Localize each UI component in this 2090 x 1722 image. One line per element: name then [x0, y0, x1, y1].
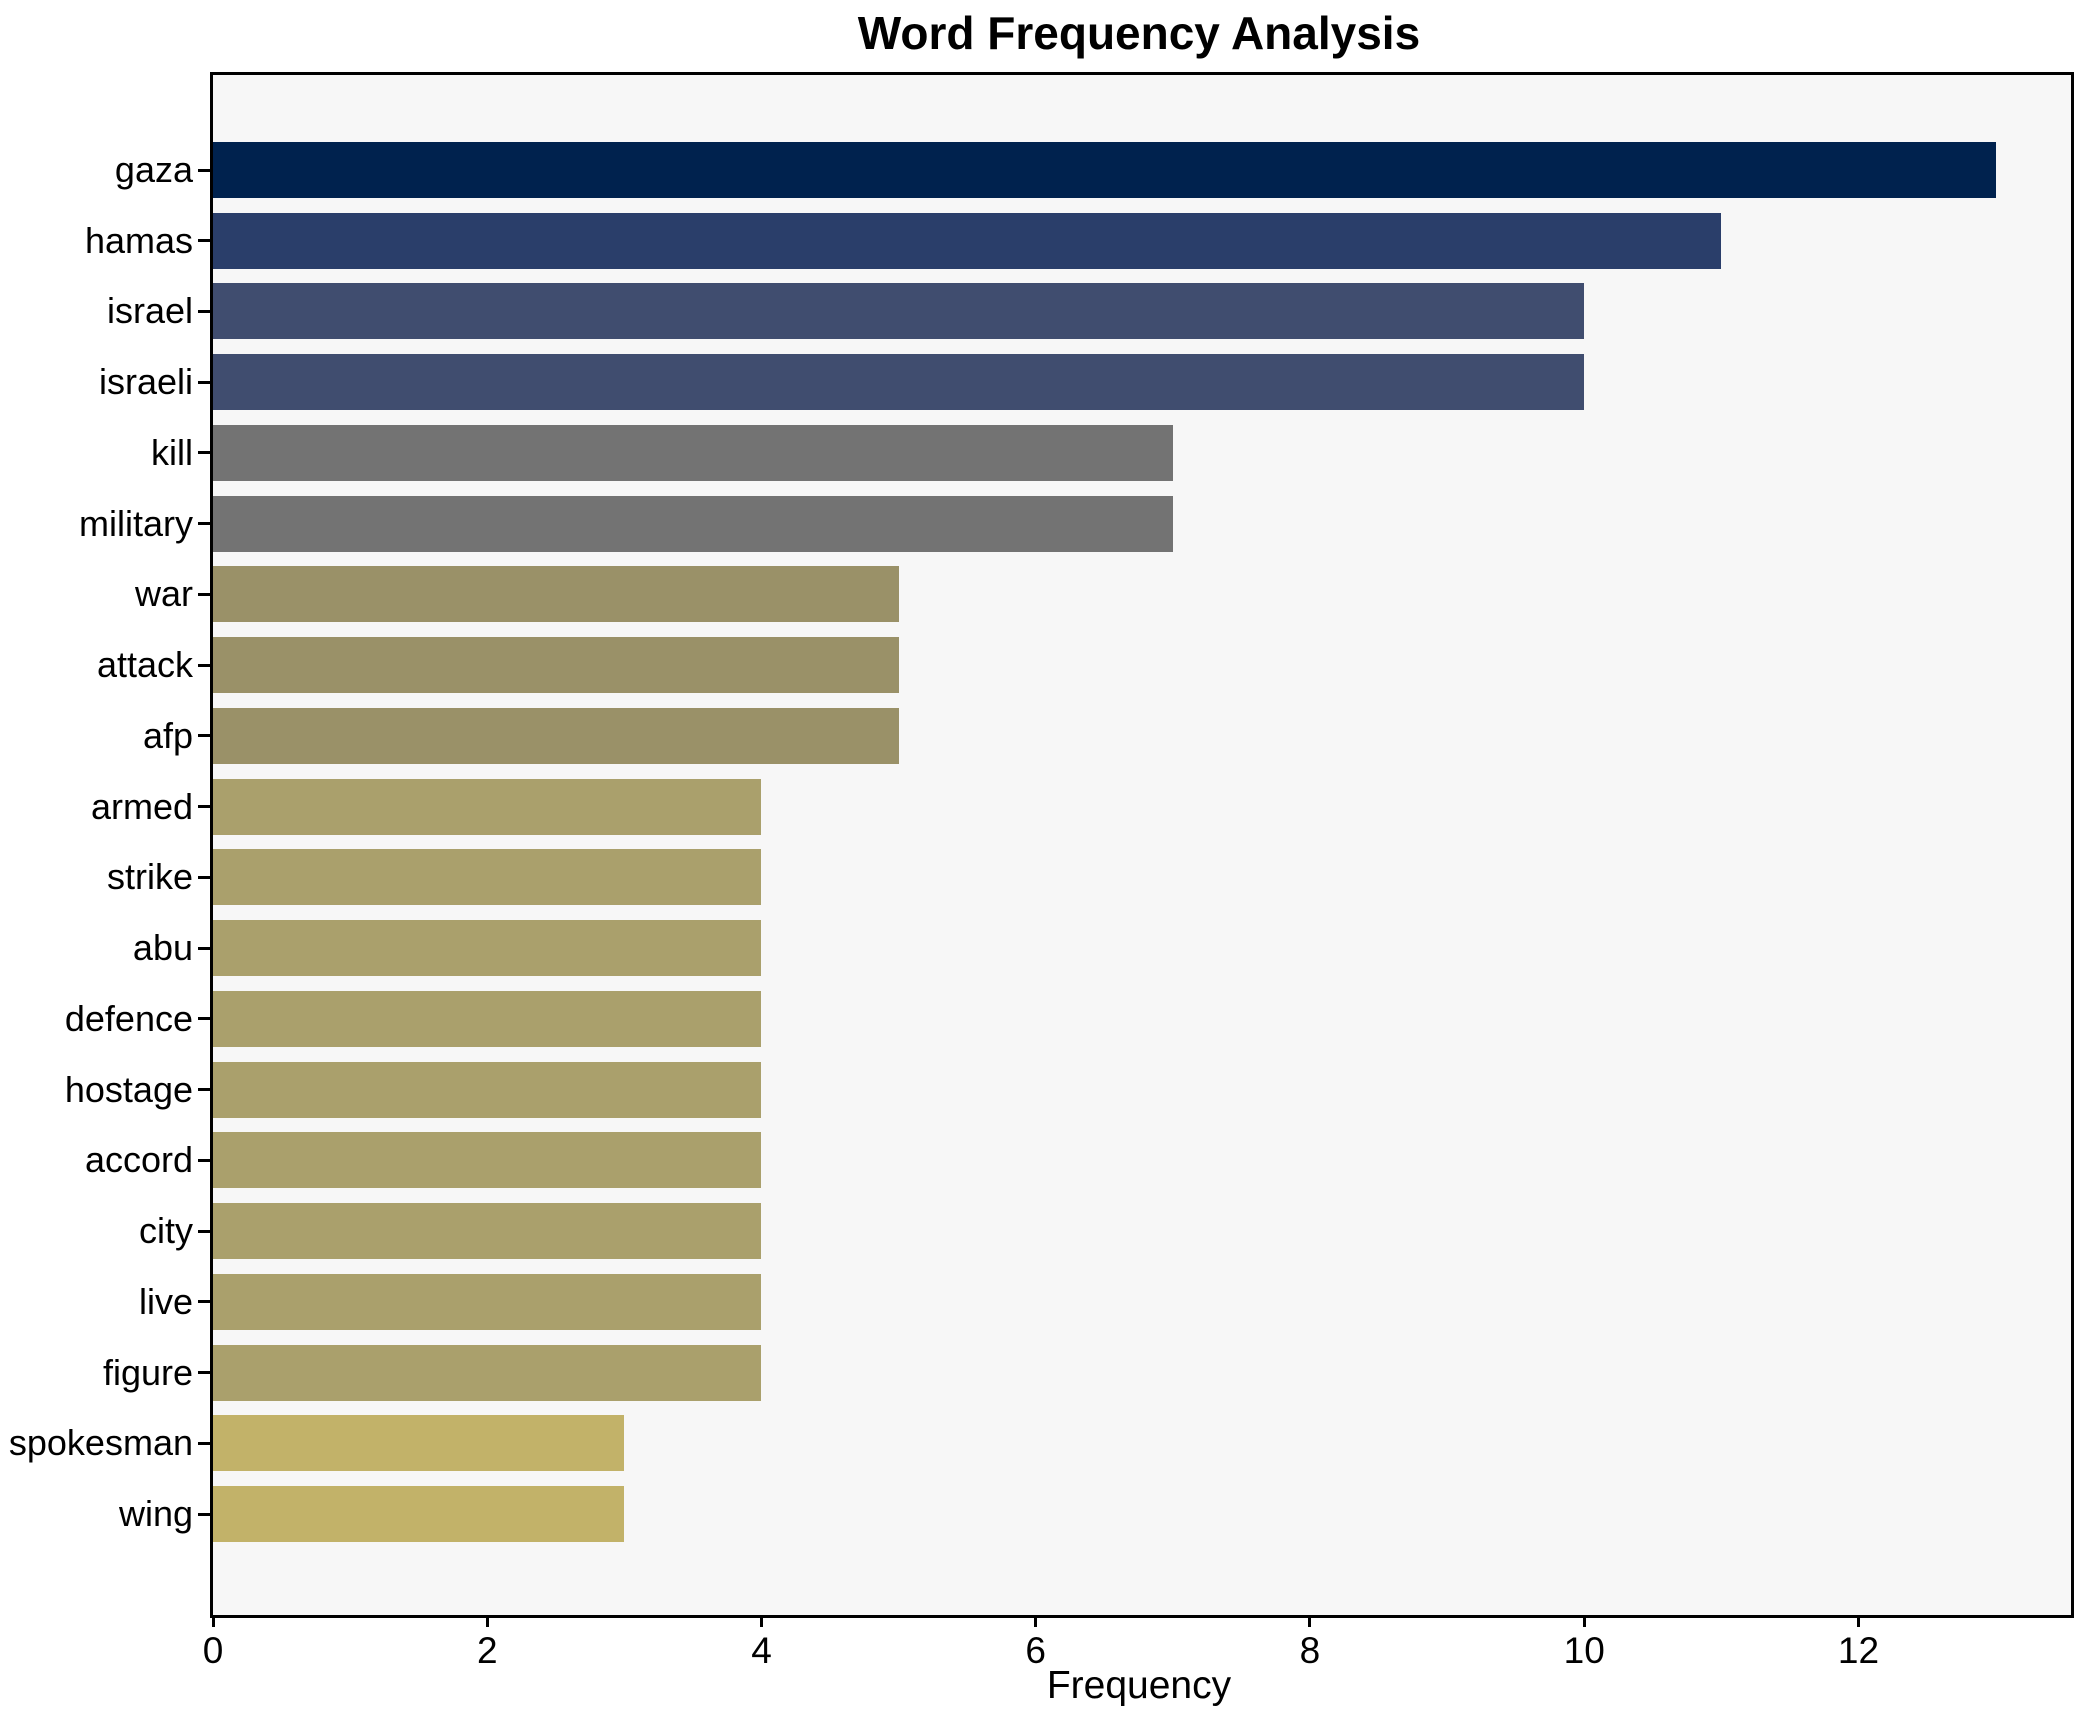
y-tick-mark	[198, 1371, 210, 1375]
x-tick-mark	[485, 1615, 489, 1627]
y-tick-mark	[198, 1017, 210, 1021]
bar-israel	[213, 283, 1585, 340]
y-tick-label-attack: attack	[96, 644, 193, 686]
y-tick-label-gaza: gaza	[114, 149, 193, 190]
y-tick-mark	[198, 1088, 210, 1092]
y-tick-mark	[198, 805, 210, 809]
x-axis-label: Frequency	[1046, 1664, 1232, 1707]
y-tick-mark	[198, 875, 210, 879]
bar-defence	[213, 990, 762, 1047]
x-tick-mark	[1034, 1615, 1038, 1627]
y-tick-mark	[198, 309, 210, 313]
y-tick-label-armed: armed	[90, 785, 193, 827]
bar-hostage	[213, 1061, 762, 1118]
y-tick-label-hamas: hamas	[84, 219, 193, 261]
y-tick-label-live: live	[138, 1280, 193, 1322]
bar-wing	[213, 1486, 625, 1542]
chart-title: Word Frequency Analysis	[857, 7, 1421, 59]
y-tick-mark	[198, 168, 210, 172]
x-tick-mark	[759, 1615, 763, 1627]
y-tick-label-city: city	[139, 1210, 193, 1252]
y-tick-label-abu: abu	[132, 927, 193, 969]
bar-live	[213, 1273, 762, 1330]
y-tick-mark	[198, 451, 210, 455]
bar-kill	[213, 424, 1173, 481]
bar-abu	[213, 920, 762, 977]
x-tick-label-2: 2	[476, 1630, 498, 1671]
y-tick-mark	[198, 946, 210, 950]
x-tick-label-12: 12	[1837, 1630, 1880, 1671]
x-tick-label-0: 0	[202, 1630, 224, 1671]
y-tick-label-defence: defence	[64, 997, 193, 1039]
bar-city	[213, 1203, 762, 1260]
bar-armed	[213, 778, 762, 835]
x-tick-mark	[1308, 1615, 1312, 1627]
y-tick-mark	[198, 239, 210, 243]
bar-israeli	[213, 354, 1585, 411]
y-tick-label-israel: israel	[106, 290, 193, 332]
x-tick-mark	[1582, 1615, 1586, 1627]
y-tick-mark	[198, 1512, 210, 1516]
y-tick-label-wing: wing	[118, 1493, 193, 1534]
x-tick-label-4: 4	[751, 1630, 772, 1671]
y-tick-label-war: war	[134, 573, 193, 615]
y-tick-mark	[198, 522, 210, 526]
y-tick-label-israeli: israeli	[98, 361, 193, 403]
bar-military	[213, 495, 1173, 552]
y-tick-mark	[198, 380, 210, 384]
x-tick-label-10: 10	[1563, 1630, 1605, 1671]
y-tick-label-spokesman: spokesman	[8, 1422, 193, 1464]
bar-attack	[213, 637, 899, 694]
y-tick-mark	[198, 1229, 210, 1233]
y-tick-mark	[198, 1300, 210, 1304]
x-tick-mark	[211, 1615, 215, 1627]
x-tick-mark	[1856, 1615, 1860, 1627]
y-tick-mark	[198, 1158, 210, 1162]
y-tick-mark	[198, 592, 210, 596]
y-tick-label-military: military	[79, 502, 193, 544]
bar-gaza	[213, 142, 1996, 198]
y-tick-label-accord: accord	[84, 1139, 193, 1181]
bar-figure	[213, 1344, 762, 1401]
bar-accord	[213, 1132, 762, 1189]
x-tick-label-8: 8	[1299, 1630, 1321, 1671]
bar-strike	[213, 849, 762, 906]
y-tick-label-figure: figure	[102, 1351, 193, 1393]
y-tick-mark	[198, 1441, 210, 1445]
bar-hamas	[213, 212, 1722, 269]
bar-war	[213, 566, 899, 623]
x-tick-label-6: 6	[1025, 1630, 1046, 1671]
y-tick-label-afp: afp	[142, 714, 193, 756]
bar-afp	[213, 707, 899, 764]
y-tick-mark	[198, 663, 210, 667]
y-tick-label-kill: kill	[151, 431, 193, 473]
y-tick-label-hostage: hostage	[64, 1068, 193, 1110]
y-tick-label-strike: strike	[106, 856, 193, 898]
y-tick-mark	[198, 734, 210, 738]
bar-spokesman	[213, 1415, 625, 1472]
